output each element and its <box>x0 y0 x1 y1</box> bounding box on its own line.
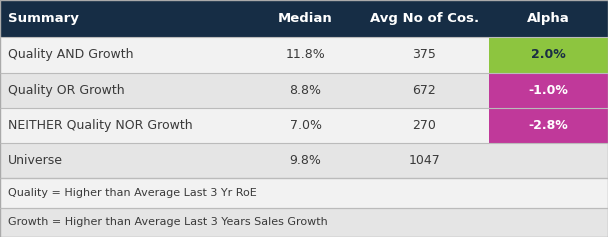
Text: Median: Median <box>278 12 333 25</box>
Bar <box>252 108 359 143</box>
Text: -2.8%: -2.8% <box>529 119 568 132</box>
Text: NEITHER Quality NOR Growth: NEITHER Quality NOR Growth <box>8 119 193 132</box>
Text: 7.0%: 7.0% <box>289 119 322 132</box>
Text: 1047: 1047 <box>408 154 440 167</box>
Bar <box>359 143 489 178</box>
Bar <box>252 37 359 73</box>
Text: Universe: Universe <box>8 154 63 167</box>
Bar <box>0 0 252 37</box>
Bar <box>489 108 608 143</box>
Text: -1.0%: -1.0% <box>529 84 568 97</box>
Bar <box>0 143 252 178</box>
Text: Quality = Higher than Average Last 3 Yr RoE: Quality = Higher than Average Last 3 Yr … <box>8 188 257 198</box>
Bar <box>489 73 608 108</box>
Text: 11.8%: 11.8% <box>286 49 325 61</box>
Text: Avg No of Cos.: Avg No of Cos. <box>370 12 478 25</box>
Text: Alpha: Alpha <box>527 12 570 25</box>
Bar <box>0 208 608 237</box>
Bar <box>359 0 489 37</box>
Text: 375: 375 <box>412 49 436 61</box>
Bar <box>489 143 608 178</box>
Bar <box>0 37 252 73</box>
Text: 672: 672 <box>412 84 436 97</box>
Bar <box>359 37 489 73</box>
Text: 270: 270 <box>412 119 436 132</box>
Bar <box>252 143 359 178</box>
Text: Quality OR Growth: Quality OR Growth <box>8 84 125 97</box>
Bar <box>252 73 359 108</box>
Text: 2.0%: 2.0% <box>531 49 566 61</box>
Text: Summary: Summary <box>8 12 79 25</box>
Bar <box>359 108 489 143</box>
Bar <box>252 0 359 37</box>
Bar <box>489 0 608 37</box>
Text: Growth = Higher than Average Last 3 Years Sales Growth: Growth = Higher than Average Last 3 Year… <box>8 217 328 227</box>
Bar <box>359 73 489 108</box>
Text: Quality AND Growth: Quality AND Growth <box>8 49 134 61</box>
Bar <box>0 178 608 208</box>
Bar <box>0 73 252 108</box>
Text: 9.8%: 9.8% <box>289 154 322 167</box>
Text: 8.8%: 8.8% <box>289 84 322 97</box>
Bar <box>489 37 608 73</box>
Bar <box>0 108 252 143</box>
